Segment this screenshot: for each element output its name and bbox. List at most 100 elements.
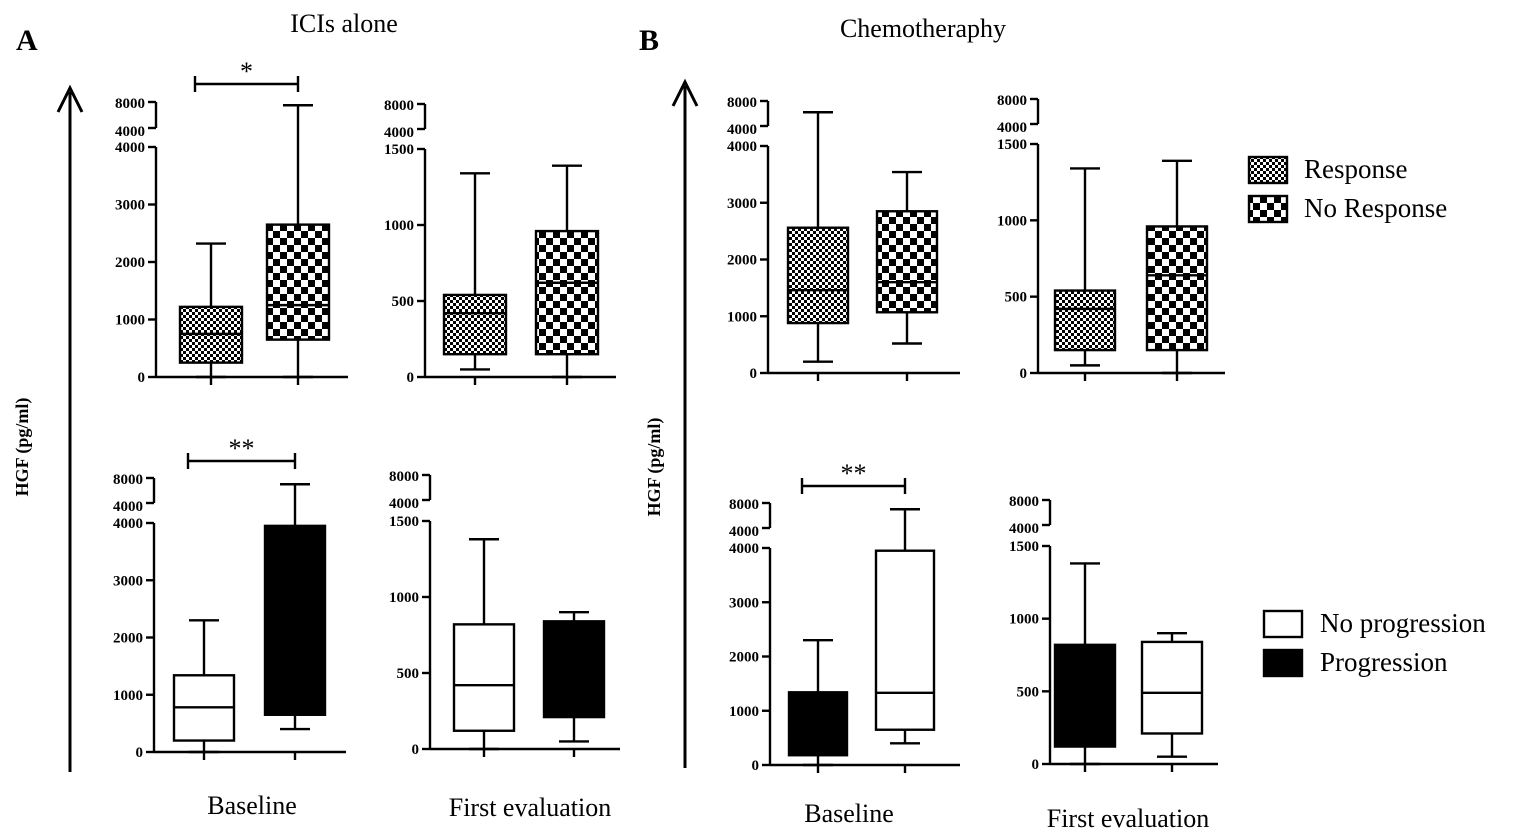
chart-3-y-tick-label: 1500	[389, 514, 419, 530]
legend-item-no-progression: No progression	[1262, 608, 1486, 639]
chart-3-y-tick-label: 500	[397, 666, 420, 682]
box	[874, 549, 936, 731]
chart-1-y-tick-label: 0	[407, 370, 415, 386]
chart-5-y-break-tick-label: 8000	[997, 93, 1027, 109]
chart-2-y-tick-label: 2000	[113, 631, 143, 647]
chart-2-y-tick-label: 0	[136, 745, 144, 761]
panel-a-y-arrow	[56, 84, 84, 772]
panel-a-letter: A	[16, 24, 38, 57]
chart-1-y-break-tick-label: 8000	[384, 98, 414, 114]
legend-swatch-response	[1247, 155, 1289, 185]
box	[1145, 225, 1209, 352]
chart-6-y-break-tick-label: 8000	[729, 497, 759, 513]
chart-3-y-tick-label: 1000	[389, 590, 419, 606]
chart-6-y-tick-label: 4000	[729, 541, 759, 557]
chart-7: 0 500 1000 1500 4000 8000	[1009, 494, 1218, 773]
significance-label: **	[229, 434, 255, 463]
chart-0-y-tick-label: 3000	[115, 198, 145, 214]
panel-b-xlabel-first-evaluation: First evaluation	[1047, 804, 1209, 833]
chart-1-y-tick-label: 1000	[384, 218, 414, 234]
chart-4-box-response	[786, 111, 850, 381]
chart-1-box-response	[442, 172, 508, 385]
chart-5-y-tick-label: 500	[1005, 290, 1028, 306]
significance-label: *	[240, 57, 253, 86]
box	[263, 524, 327, 716]
box	[542, 620, 606, 719]
box-plots: 0100020003000400040008000*05001000150040…	[113, 57, 1225, 774]
box	[1053, 643, 1117, 748]
box	[534, 229, 600, 356]
panel-a-title: ICIs alone	[290, 9, 398, 38]
chart-0-y-tick-label: 0	[138, 370, 146, 386]
chart-2-box-no-progression	[172, 619, 236, 760]
legend-progression: No progression Progression	[1262, 608, 1486, 678]
chart-4-y-tick-label: 3000	[727, 196, 757, 212]
chart-7-box-progression	[1140, 632, 1204, 772]
box	[875, 210, 939, 314]
box	[787, 691, 849, 757]
panel-a-xlabel-baseline: Baseline	[207, 791, 297, 820]
chart-4-y-tick-label: 4000	[727, 139, 757, 155]
legend-item-response: Response	[1247, 154, 1408, 185]
panel-b-letter: B	[639, 24, 659, 57]
chart-1-y-break-tick-label: 4000	[384, 125, 414, 141]
chart-2-box-progression	[263, 483, 327, 760]
box	[442, 293, 508, 356]
chart-2-y-tick-label: 4000	[113, 516, 143, 532]
box	[265, 223, 331, 341]
box	[452, 623, 516, 732]
box	[1140, 640, 1204, 735]
chart-6-y-tick-label: 3000	[729, 595, 759, 611]
legend-swatch-no-progression	[1262, 609, 1304, 639]
legend-swatch-progression	[1262, 648, 1304, 678]
chart-3-y-break-tick-label: 4000	[389, 496, 419, 512]
chart-2-y-break-tick-label: 4000	[113, 499, 143, 515]
panel-b-y-arrow	[671, 78, 699, 768]
chart-2-y-break-tick-label: 8000	[113, 472, 143, 488]
chart-5-box-no-response	[1145, 159, 1209, 381]
chart-6-y-tick-label: 0	[752, 758, 760, 774]
chart-6-significance: **	[800, 459, 907, 494]
legend-label-no-progression: No progression	[1320, 608, 1486, 638]
chart-6-y-break-tick-label: 4000	[729, 524, 759, 540]
panel-a-xlabel-first-evaluation: First evaluation	[449, 793, 611, 822]
chart-4-y-tick-label: 0	[750, 366, 758, 382]
chart-0-box-response	[178, 242, 244, 385]
chart-0-y-tick-label: 1000	[115, 313, 145, 329]
chart-4-y-break-tick-label: 4000	[727, 122, 757, 138]
chart-6-y-tick-label: 2000	[729, 650, 759, 666]
chart-0-y-tick-label: 4000	[115, 140, 145, 156]
chart-6-box-progression	[874, 508, 936, 773]
chart-0-box-no-response	[265, 104, 331, 385]
chart-3-y-break-tick-label: 8000	[389, 469, 419, 485]
chart-6-box-no-progression	[787, 639, 849, 773]
chart-7-y-break-tick-label: 8000	[1009, 494, 1039, 510]
panel-b-title: Chemotheraphy	[840, 14, 1006, 43]
significance-label: **	[841, 459, 867, 488]
chart-3-box-progression	[542, 611, 606, 757]
chart-5-y-tick-label: 1000	[997, 213, 1027, 229]
chart-7-box-no-progression	[1053, 562, 1117, 772]
chart-4-box-no-response	[875, 170, 939, 381]
chart-3-y-tick-label: 0	[412, 742, 420, 758]
chart-5-y-tick-label: 1500	[997, 137, 1027, 153]
chart-3: 0 500 1000 1500 4000 8000	[389, 469, 620, 758]
chart-1-y-tick-label: 1500	[384, 142, 414, 158]
chart-7-y-tick-label: 0	[1032, 757, 1040, 773]
chart-4-y-break-tick-label: 8000	[727, 95, 757, 111]
legend-label-progression: Progression	[1320, 647, 1448, 677]
chart-4-y-tick-label: 2000	[727, 253, 757, 269]
legend-label-response: Response	[1304, 154, 1408, 184]
panel-b-xlabel-baseline: Baseline	[804, 799, 894, 828]
chart-7-y-tick-label: 500	[1017, 684, 1040, 700]
box	[786, 226, 850, 325]
chart-2-y-tick-label: 3000	[113, 573, 143, 589]
chart-4-y-tick-label: 1000	[727, 309, 757, 325]
chart-2-significance: **	[186, 434, 297, 469]
